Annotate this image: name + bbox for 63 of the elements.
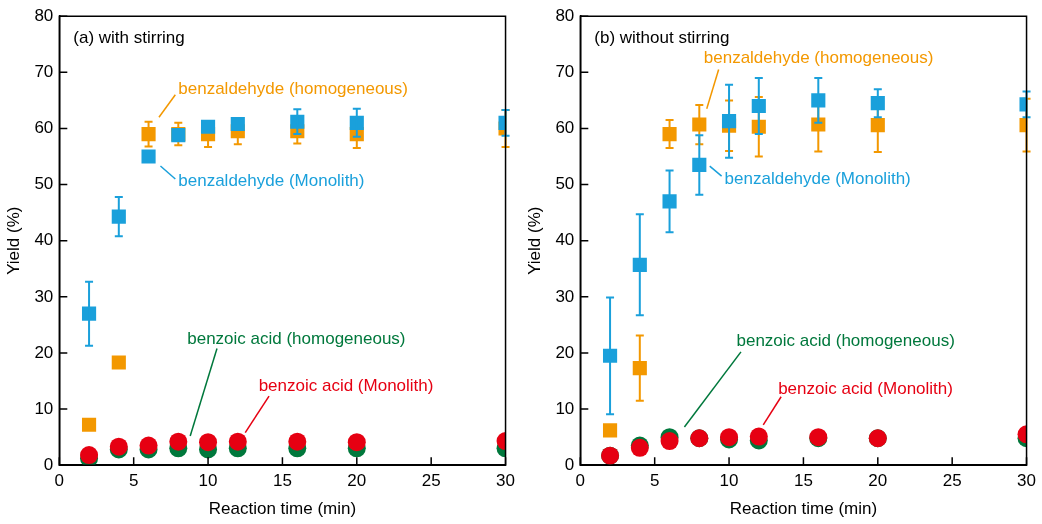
- text: (a) with stirring: [73, 28, 185, 48]
- x-tick-label: 15: [793, 471, 813, 491]
- point: [200, 119, 216, 134]
- y-tick-label: 50: [34, 174, 54, 194]
- point: [662, 194, 677, 209]
- x-tick-label: 5: [128, 471, 139, 491]
- y-tick-label: 40: [34, 230, 54, 250]
- point: [749, 427, 768, 446]
- x-tick-label: 5: [649, 471, 660, 491]
- y-tick-label: 80: [34, 5, 54, 25]
- y-tick-label: 60: [555, 118, 575, 138]
- point: [141, 149, 156, 164]
- point: [602, 423, 618, 438]
- y-tick-label: 0: [564, 454, 575, 474]
- x-tick-label: 30: [1017, 471, 1037, 491]
- y-tick-label: 60: [34, 118, 54, 138]
- y-tick-label: 40: [555, 230, 575, 250]
- x-tick-label: 20: [868, 471, 888, 491]
- y-tick-label: 0: [43, 454, 54, 474]
- point: [169, 432, 188, 451]
- y-tick-label: 30: [555, 286, 575, 306]
- point: [199, 433, 218, 452]
- y-tick-label: 10: [555, 398, 575, 418]
- y-tick-label: 30: [34, 286, 54, 306]
- point: [228, 432, 247, 451]
- point: [692, 117, 707, 132]
- point: [141, 126, 156, 142]
- y-tick-label: 20: [555, 342, 575, 362]
- x-tick-label: 25: [421, 471, 441, 491]
- point: [111, 355, 126, 370]
- point: [81, 417, 97, 432]
- point: [111, 209, 126, 224]
- y-tick-label: 10: [34, 398, 54, 418]
- text: benzoic acid (homogeneous): [187, 328, 406, 348]
- text: benzoic acid (Monolith): [778, 379, 953, 399]
- point: [347, 433, 366, 452]
- text: benzaldehyde (homogeneous): [703, 47, 934, 67]
- x-tick-label: 10: [719, 471, 739, 491]
- text: benzoic acid (homogeneous): [736, 331, 955, 351]
- y-tick-label: 20: [34, 342, 54, 362]
- y-tick-label: 70: [555, 62, 575, 82]
- text: (b) without stirring: [594, 28, 730, 48]
- legend-label: benzaldehyde (Monolith): [178, 171, 365, 191]
- y-tick-label: 50: [555, 174, 575, 194]
- x-tick-label: 15: [272, 471, 292, 491]
- y-axis-title: Yield (%): [524, 206, 544, 275]
- x-axis-title: Reaction time (min): [208, 499, 357, 519]
- text: benzoic acid (Monolith): [258, 376, 434, 396]
- x-tick-label: 20: [347, 471, 367, 491]
- point: [139, 436, 158, 455]
- x-tick-label: 10: [198, 471, 218, 491]
- y-tick-label: 70: [34, 62, 54, 82]
- point: [288, 432, 307, 451]
- point: [230, 116, 245, 132]
- y-axis-title: Yield (%): [3, 206, 23, 275]
- x-tick-label: 30: [496, 471, 516, 491]
- y-tick-label: 80: [555, 5, 575, 25]
- x-tick-label: 25: [942, 471, 962, 491]
- x-axis-title: Reaction time (min): [729, 499, 878, 519]
- legend-label: benzaldehyde (Monolith): [724, 168, 911, 188]
- series-label: benzaldehyde (homogeneous): [178, 78, 408, 98]
- point: [660, 432, 679, 451]
- point: [662, 126, 677, 142]
